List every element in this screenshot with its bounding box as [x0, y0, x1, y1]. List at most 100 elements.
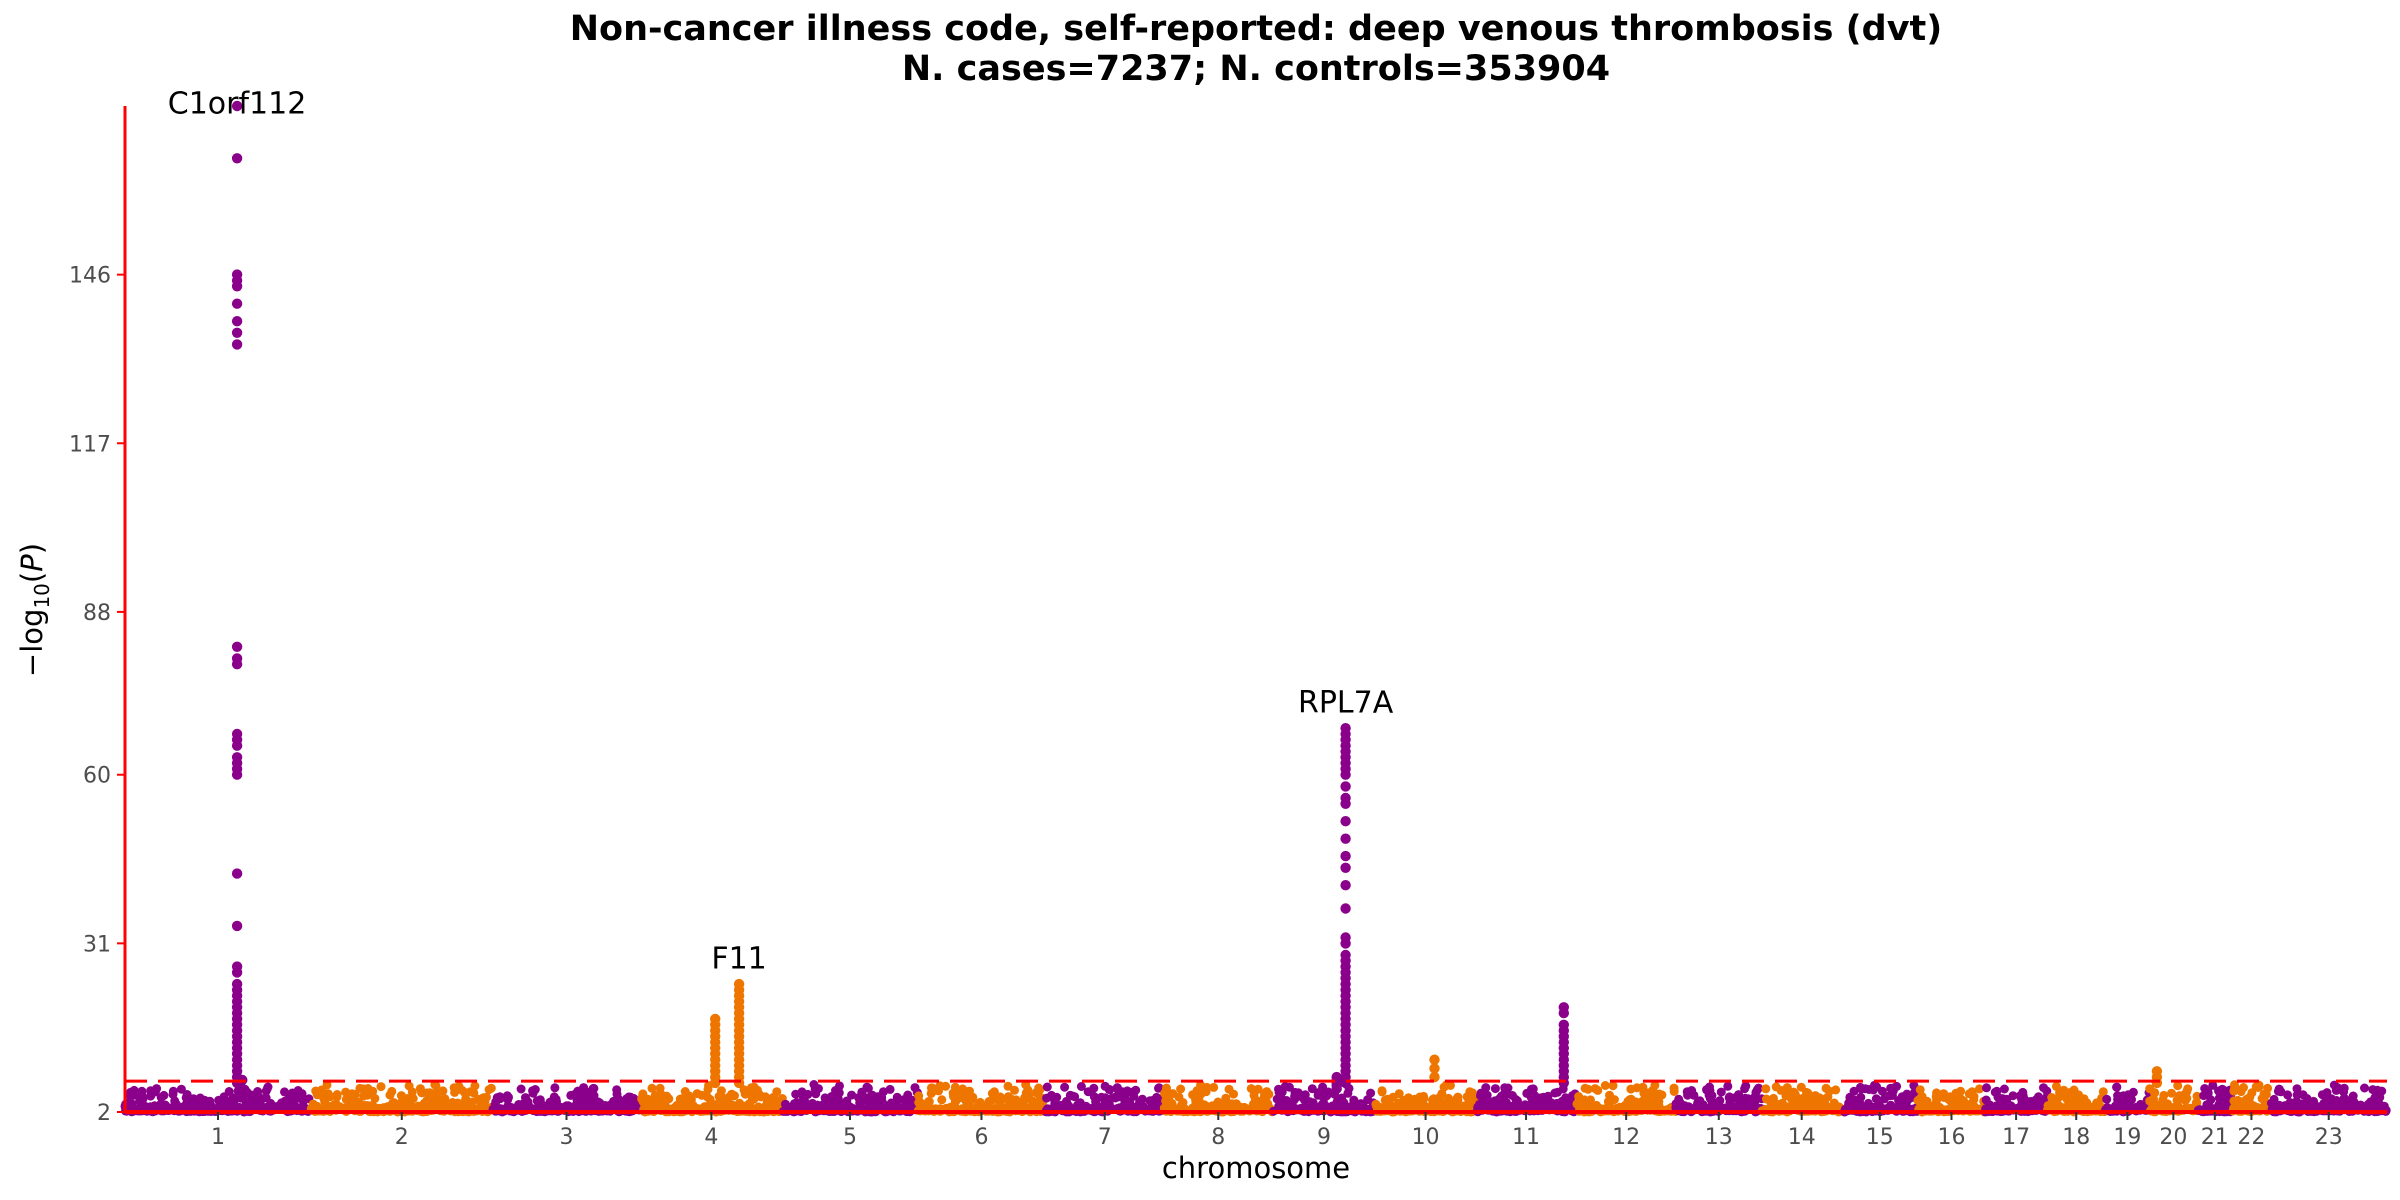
snp-point [1089, 1083, 1099, 1093]
snp-point [1068, 1091, 1078, 1101]
snp-point [2117, 1096, 2127, 1106]
snp-point [2173, 1081, 2183, 1091]
snp-point [1790, 1090, 1800, 1100]
snp-point [1259, 1103, 1269, 1112]
snp-point [2261, 1089, 2271, 1099]
snp-point [2247, 1088, 2257, 1098]
snp-point [1500, 1083, 1510, 1093]
snp-point [347, 1089, 357, 1099]
snp-point [2065, 1088, 2075, 1097]
snp-point [1497, 1091, 1507, 1101]
peak-point [1340, 781, 1351, 792]
snp-point [1021, 1094, 1031, 1104]
snp-point [1196, 1082, 1206, 1092]
snp-point [1164, 1095, 1174, 1105]
snp-point [1631, 1097, 1641, 1107]
snp-point [1698, 1100, 1708, 1110]
snp-point [1006, 1097, 1016, 1107]
snp-point [749, 1094, 759, 1104]
snp-point [1363, 1095, 1373, 1105]
snp-point [616, 1097, 626, 1107]
snp-point [1593, 1085, 1603, 1095]
snp-point [360, 1101, 370, 1111]
peak-point [1340, 862, 1351, 873]
snp-point [1153, 1099, 1163, 1109]
snp-point [2074, 1090, 2084, 1100]
x-tick-label: 13 [1705, 1125, 1733, 1150]
peak-column [2151, 1066, 2163, 1089]
snp-point [1781, 1091, 1791, 1101]
snp-point [1042, 1093, 1052, 1103]
snp-point [1932, 1088, 1941, 1098]
snp-point [1999, 1084, 2009, 1094]
snp-point [899, 1095, 909, 1105]
snp-point [323, 1089, 333, 1099]
peak-point [237, 1083, 248, 1094]
snp-point [1915, 1085, 1925, 1095]
snp-point [595, 1098, 605, 1108]
snp-point [1076, 1082, 1086, 1091]
snp-point [1491, 1102, 1501, 1112]
x-tick-label: 6 [974, 1125, 988, 1150]
snp-point [1507, 1091, 1517, 1100]
snp-point [1752, 1085, 1762, 1095]
peak-point [1340, 816, 1351, 827]
snp-point [2175, 1091, 2184, 1101]
snp-point [1849, 1086, 1859, 1096]
snp-point [322, 1102, 332, 1112]
peak-column [1340, 723, 1351, 1089]
snp-point [1380, 1095, 1390, 1105]
y-tick-label: 31 [83, 932, 111, 957]
snp-point [436, 1097, 445, 1107]
x-tick-label: 3 [559, 1125, 573, 1150]
x-tick-label: 4 [704, 1125, 718, 1150]
snp-point [256, 1094, 266, 1104]
snp-point [1886, 1102, 1896, 1112]
snp-point [1224, 1084, 1234, 1094]
peak-points [231, 100, 2163, 1094]
snp-point [1526, 1084, 1536, 1094]
snp-point [1974, 1084, 1984, 1094]
peak-column [710, 1013, 721, 1089]
peak-point [2151, 1077, 2163, 1089]
snp-point [516, 1084, 526, 1094]
peak-point [231, 740, 243, 751]
snp-point [1723, 1081, 1733, 1091]
snp-point [692, 1089, 702, 1099]
snp-point [2254, 1080, 2264, 1090]
snp-point [2150, 1088, 2160, 1098]
snp-point [686, 1095, 696, 1105]
snp-point [2217, 1092, 2227, 1102]
snp-point [404, 1081, 414, 1091]
snp-point [810, 1084, 820, 1094]
y-axis-ticks: 2 31 60 88 117 146 [69, 264, 125, 1126]
x-tick-label: 8 [1211, 1125, 1225, 1150]
snp-point [1035, 1085, 1045, 1094]
snp-point [862, 1082, 872, 1092]
snp-point [503, 1095, 513, 1105]
x-tick-label: 9 [1317, 1125, 1331, 1150]
snp-point [645, 1100, 655, 1110]
peak-point [710, 1077, 721, 1089]
peak-point [1429, 1054, 1440, 1065]
snp-point [358, 1084, 368, 1094]
peak-point [231, 868, 243, 879]
x-axis-label: chromosome [1162, 1151, 1350, 1185]
snp-point [1468, 1088, 1477, 1098]
snp-point [1982, 1083, 1991, 1093]
snp-point [892, 1097, 901, 1107]
snp-point [656, 1089, 666, 1099]
snp-point [2018, 1091, 2028, 1101]
snp-point [1394, 1089, 1404, 1099]
x-tick-label: 19 [2113, 1125, 2141, 1150]
snp-point [1435, 1092, 1445, 1102]
snp-point [1119, 1093, 1128, 1103]
snp-point [1888, 1084, 1898, 1094]
snp-point [770, 1094, 780, 1104]
x-tick-label: 20 [2159, 1125, 2187, 1150]
snp-point [2246, 1100, 2256, 1110]
snp-point [1176, 1100, 1186, 1110]
x-tick-label: 15 [1866, 1125, 1894, 1150]
gene-label: RPL7A [1298, 686, 1394, 721]
snp-point [2102, 1094, 2112, 1104]
